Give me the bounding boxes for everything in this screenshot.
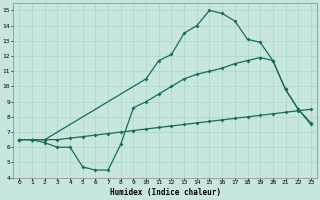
X-axis label: Humidex (Indice chaleur): Humidex (Indice chaleur): [110, 188, 220, 197]
